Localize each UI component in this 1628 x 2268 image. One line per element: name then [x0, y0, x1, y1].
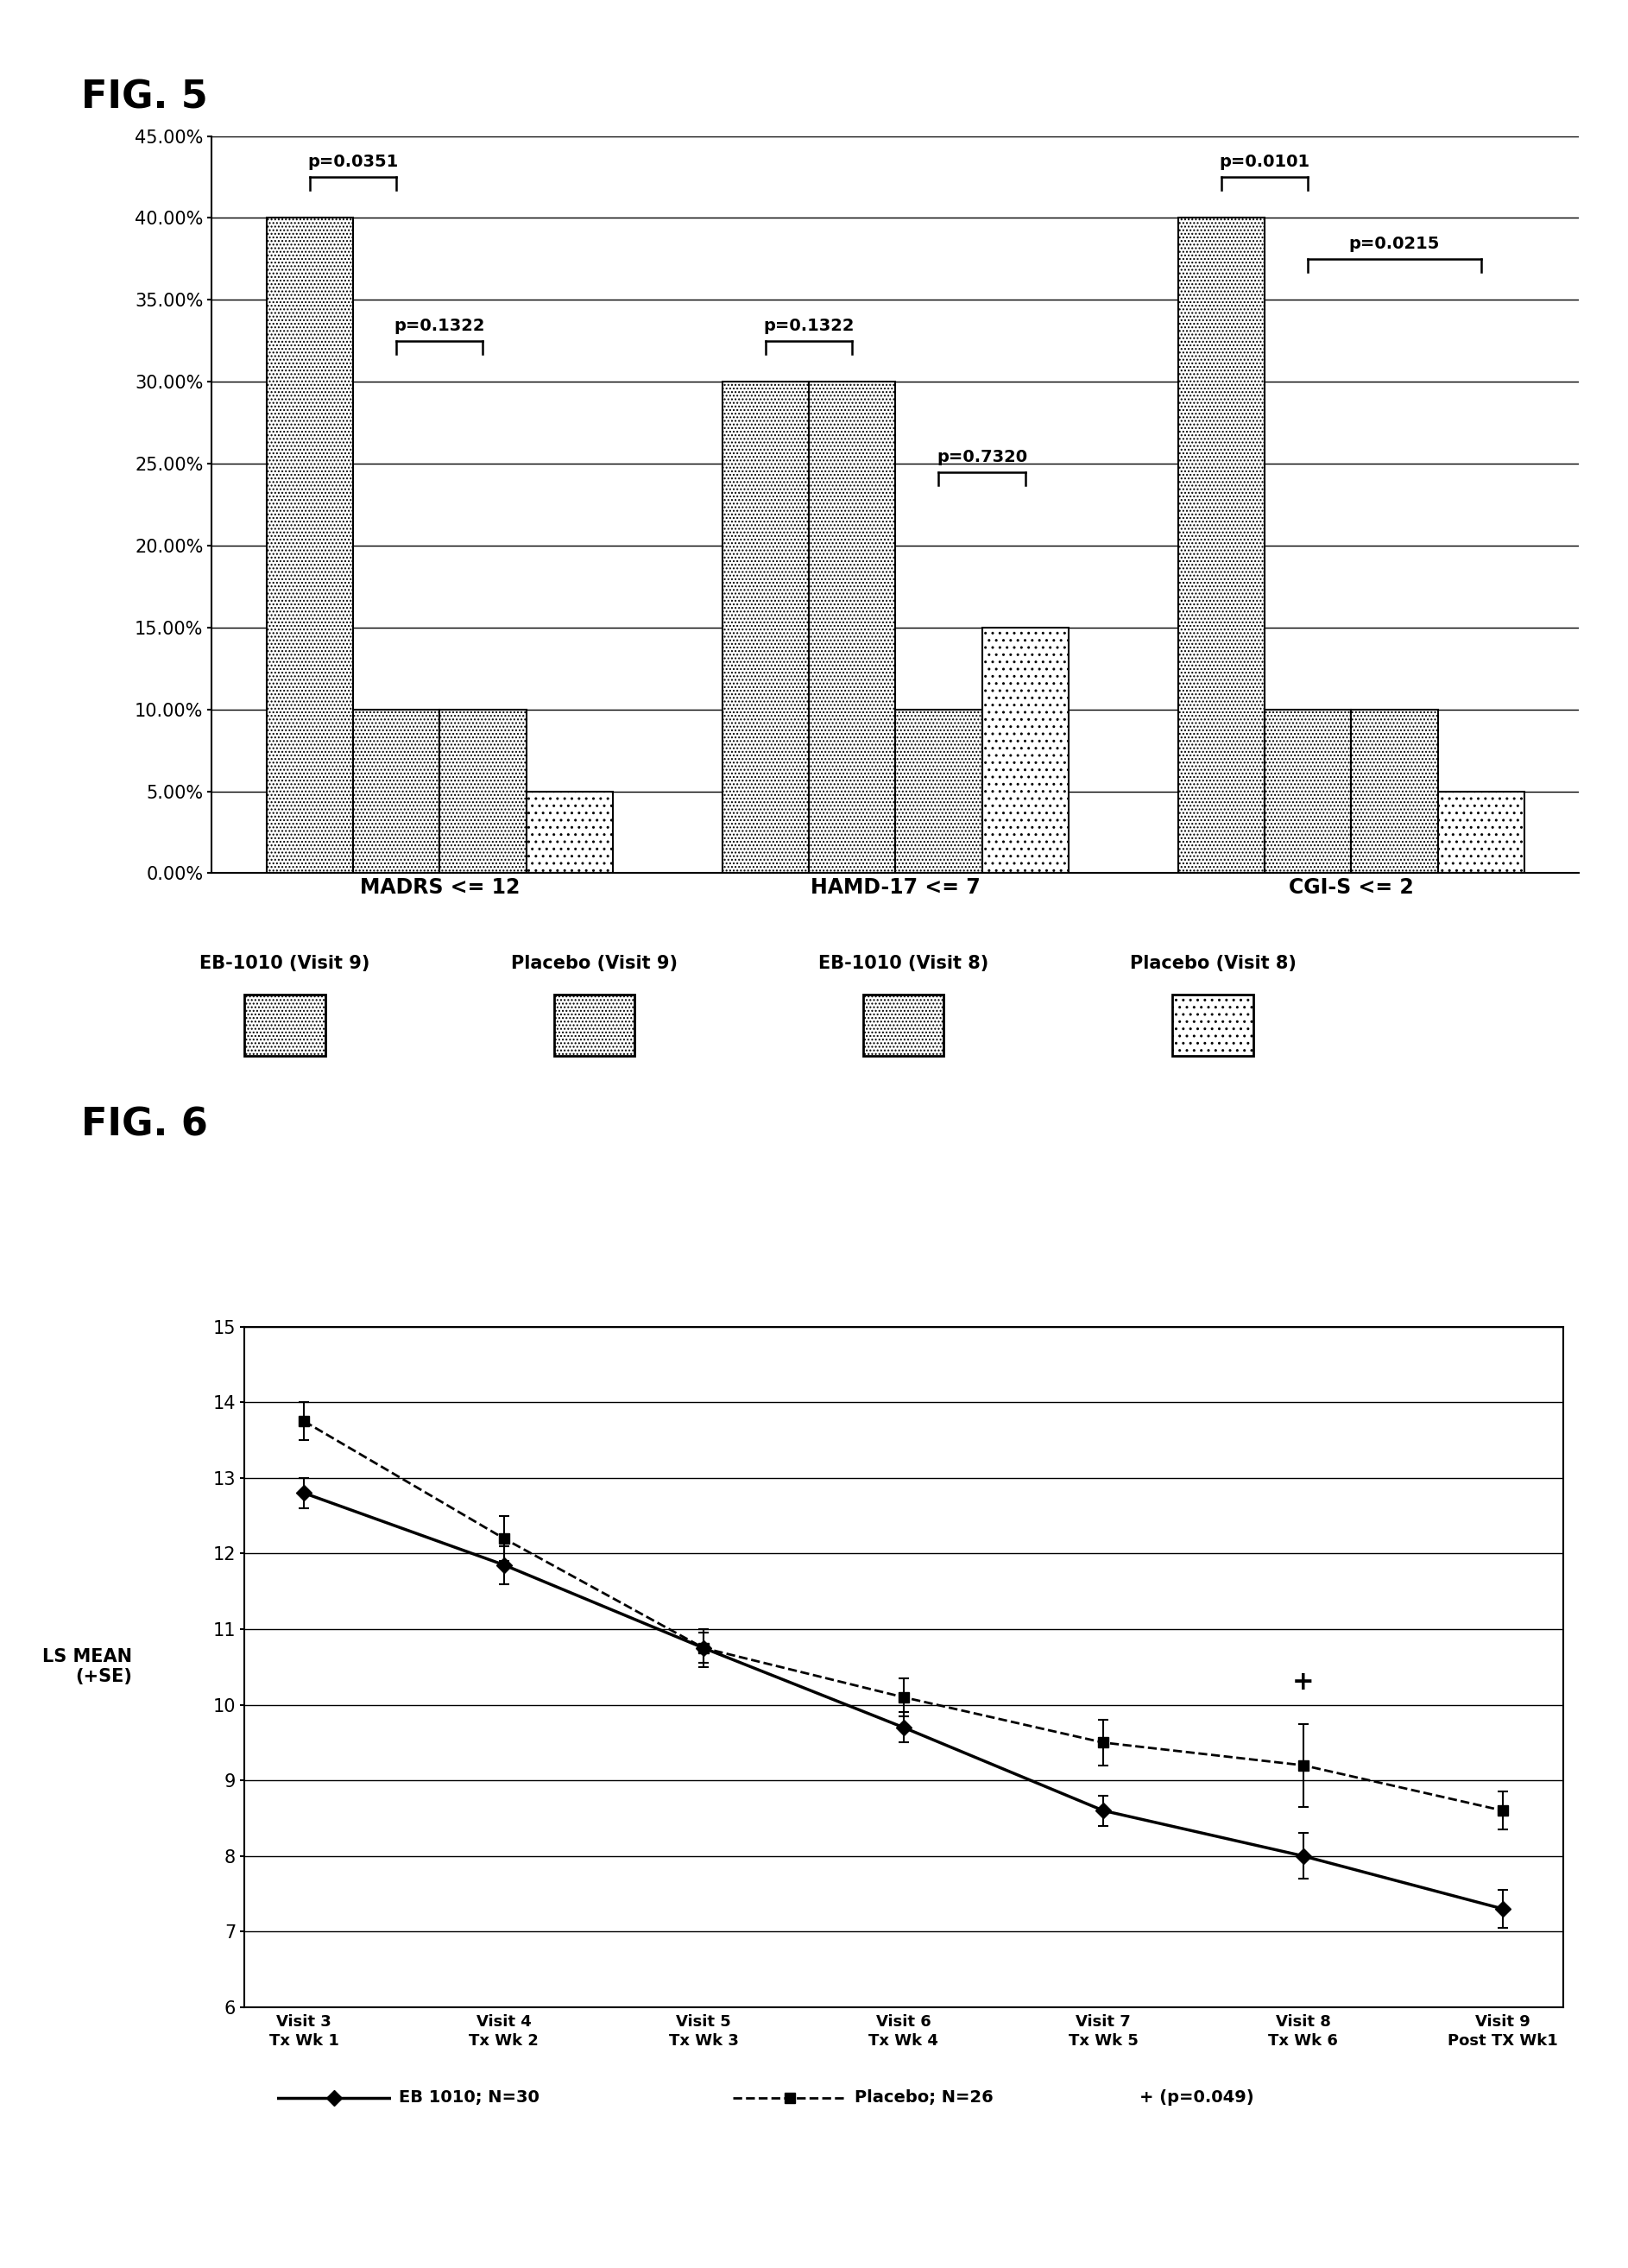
Bar	[353, 710, 440, 873]
Bar	[1265, 710, 1351, 873]
Bar	[1351, 710, 1438, 873]
Text: +: +	[1293, 1669, 1314, 1694]
Text: p=0.0215: p=0.0215	[1350, 236, 1441, 252]
Bar	[267, 218, 353, 873]
Bar	[1179, 218, 1265, 873]
Text: Placebo; N=26: Placebo; N=26	[855, 2089, 993, 2107]
Text: EB 1010; N=30: EB 1010; N=30	[399, 2089, 539, 2107]
Y-axis label: LS MEAN
(+SE): LS MEAN (+SE)	[42, 1649, 132, 1685]
Bar	[526, 792, 612, 873]
Bar	[723, 381, 809, 873]
Text: p=0.7320: p=0.7320	[936, 449, 1027, 465]
Text: Placebo (Visit 8): Placebo (Visit 8)	[1130, 955, 1296, 973]
Text: p=0.1322: p=0.1322	[394, 318, 485, 333]
Text: Placebo (Visit 9): Placebo (Visit 9)	[511, 955, 677, 973]
Bar	[440, 710, 526, 873]
Bar	[809, 381, 895, 873]
Text: + (p=0.049): + (p=0.049)	[1140, 2089, 1254, 2107]
Text: p=0.1322: p=0.1322	[764, 318, 855, 333]
Text: p=0.0101: p=0.0101	[1219, 154, 1311, 170]
Bar	[1438, 792, 1524, 873]
Text: p=0.0351: p=0.0351	[308, 154, 399, 170]
Text: EB-1010 (Visit 8): EB-1010 (Visit 8)	[819, 955, 988, 973]
Text: FIG. 5: FIG. 5	[81, 79, 208, 116]
Bar	[895, 710, 982, 873]
Text: EB-1010 (Visit 9): EB-1010 (Visit 9)	[200, 955, 370, 973]
Bar	[982, 628, 1068, 873]
Text: FIG. 6: FIG. 6	[81, 1107, 208, 1143]
